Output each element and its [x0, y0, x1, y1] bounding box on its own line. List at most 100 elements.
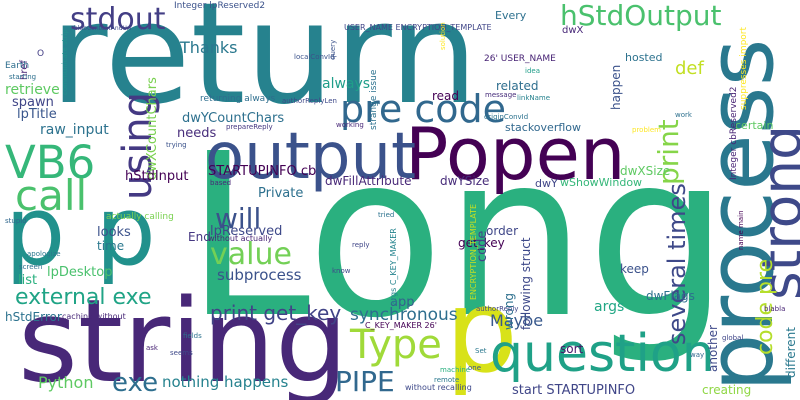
cloud-word: ask	[146, 344, 158, 352]
cloud-word: start STARTUPINFO	[512, 383, 636, 398]
cloud-word: strange issue	[369, 69, 379, 130]
cloud-word: different	[784, 327, 798, 378]
cloud-word: related	[496, 79, 539, 93]
cloud-word: USER_NAME ENCRYPTION_TEMPLATE	[344, 23, 492, 32]
cloud-word: stupid	[5, 217, 27, 225]
cloud-word: without actually	[208, 234, 273, 243]
cloud-word: dwX	[562, 25, 584, 36]
cloud-word: without recalling	[405, 383, 472, 392]
cloud-word: external exe	[15, 285, 152, 310]
cloud-word: dwFillAttribute	[325, 174, 412, 188]
cloud-word: read	[432, 89, 460, 103]
cloud-word: lpReserved	[210, 224, 283, 239]
cloud-word: looks	[97, 225, 131, 240]
cloud-word: return	[50, 0, 479, 136]
cloud-word: value	[210, 237, 292, 272]
cloud-word: hStdOutput	[560, 0, 722, 32]
cloud-word: synchronous	[350, 305, 458, 325]
cloud-word: screen	[19, 263, 43, 271]
cloud-word: nothing happens	[162, 373, 289, 391]
cloud-word: stdout	[70, 2, 166, 37]
cloud-word: get_key	[458, 236, 505, 250]
cloud-word: stackoverflow	[505, 121, 581, 134]
cloud-word: Earth	[5, 61, 30, 71]
cloud-word: based	[210, 179, 232, 187]
cloud-word: idea	[525, 67, 540, 75]
cloud-word: way	[690, 351, 705, 359]
cloud-word: keep	[620, 262, 649, 276]
cloud-word: Thanks	[180, 38, 238, 57]
cloud-word: subprocess	[217, 266, 302, 284]
cloud-word: app	[390, 295, 415, 310]
cloud-word: remote	[434, 376, 460, 384]
cloud-word: know	[332, 267, 351, 275]
cloud-word: localConvId	[294, 53, 335, 61]
cloud-word: machine	[440, 366, 471, 374]
cloud-word: C_KEY_MAKER 26'	[365, 321, 437, 330]
cloud-word: suppresses import	[739, 26, 749, 110]
cloud-word: Integer lpReserved2	[174, 1, 266, 11]
cloud-word: hStdError	[5, 310, 62, 324]
cloud-word: print get_key	[210, 301, 342, 325]
cloud-word: spawn	[12, 95, 54, 110]
cloud-word: def	[675, 58, 704, 79]
cloud-word: wShowWindow	[560, 176, 643, 189]
cloud-word: creating	[702, 383, 752, 397]
cloud-word: dwY	[535, 177, 558, 190]
cloud-word: problem	[632, 126, 661, 134]
cloud-word: certain	[735, 119, 774, 132]
cloud-word: O	[37, 49, 45, 59]
cloud-word: linkName	[517, 94, 551, 102]
cloud-word: dwYCountChars	[182, 111, 285, 126]
cloud-word: lpDesktop	[47, 265, 113, 280]
cloud-word: call	[15, 171, 88, 220]
cloud-word: working	[336, 121, 364, 129]
cloud-word: order	[486, 224, 518, 238]
cloud-word: several times	[663, 183, 691, 345]
cloud-word: name main	[737, 210, 745, 250]
cloud-word: another	[706, 325, 720, 372]
cloud-word: always	[322, 76, 371, 92]
cloud-word: happen	[609, 64, 623, 110]
cloud-word: Long	[185, 106, 730, 368]
cloud-word: tried	[378, 211, 395, 219]
cloud-word: message	[485, 91, 517, 99]
cloud-word: Popen	[405, 112, 626, 196]
cloud-word: query	[329, 39, 337, 60]
cloud-word: hStdInput	[125, 169, 189, 184]
cloud-word: hosted	[625, 51, 663, 64]
cloud-word: 26' USER_NAME	[484, 54, 556, 64]
cloud-word: will	[215, 202, 262, 235]
cloud-word: string	[18, 275, 349, 400]
cloud-word: communicate strip	[61, 29, 69, 95]
cloud-word: retrieve	[5, 82, 60, 98]
cloud-word: p p	[5, 177, 156, 287]
cloud-word: trying	[166, 141, 187, 149]
cloud-word: raw_input	[40, 122, 109, 138]
cloud-word: fields	[183, 332, 202, 340]
cloud-word: Integer cbReserved2	[729, 86, 739, 180]
cloud-word: needs	[177, 126, 217, 141]
cloud-word: output	[205, 120, 417, 194]
cloud-word: Maybe	[490, 311, 544, 330]
cloud-word: Set	[475, 347, 487, 355]
cloud-word: Every	[495, 9, 527, 22]
cloud-word: starting	[9, 73, 37, 81]
cloud-word: Private	[258, 186, 304, 201]
cloud-word: one	[468, 364, 482, 372]
cloud-word: authorReplyLen	[282, 97, 337, 105]
cloud-word: work	[675, 111, 692, 119]
cloud-word: dwXCountChars	[145, 77, 160, 180]
cloud-word: PIPE	[335, 365, 395, 398]
cloud-word: dwXSize	[620, 164, 671, 178]
cloud-word: dwYSize	[440, 174, 490, 188]
cloud-word: actually calling	[106, 212, 174, 222]
cloud-word: sort	[560, 342, 584, 356]
cloud-word: returning always	[200, 94, 276, 104]
cloud-word: p	[445, 265, 518, 399]
cloud-word: ENCRYPTION_TEMPLATE	[469, 203, 478, 300]
cloud-word: question	[490, 324, 715, 384]
cloud-word: lpTitle	[17, 107, 57, 122]
cloud-word: exe	[112, 368, 159, 398]
